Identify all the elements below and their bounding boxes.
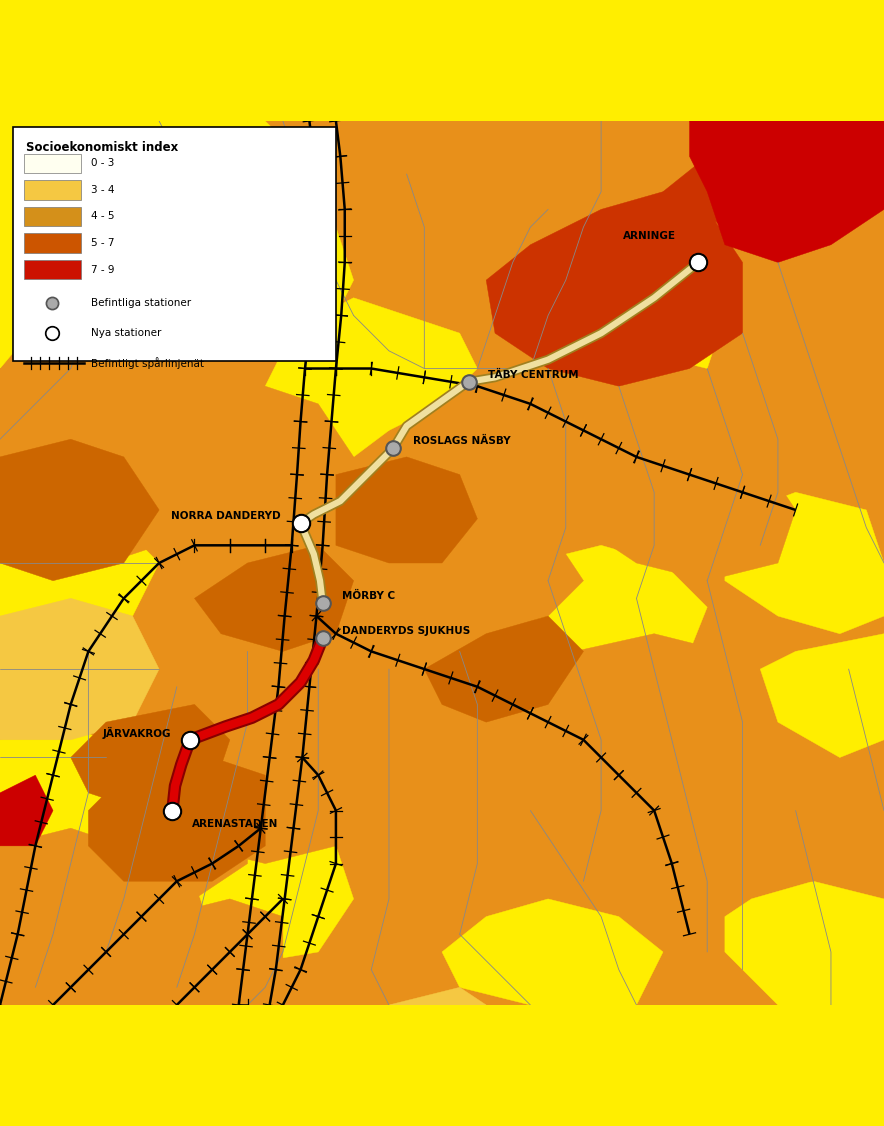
Text: ARNINGE: ARNINGE — [623, 231, 676, 241]
Polygon shape — [424, 616, 583, 722]
Polygon shape — [530, 545, 707, 669]
Polygon shape — [0, 722, 124, 864]
Polygon shape — [0, 598, 159, 740]
Bar — [24, 180, 81, 199]
Bar — [24, 233, 81, 252]
Polygon shape — [760, 634, 884, 758]
Polygon shape — [398, 705, 619, 864]
Bar — [24, 207, 81, 226]
Polygon shape — [177, 386, 354, 545]
Text: 4 - 5: 4 - 5 — [91, 212, 115, 222]
Polygon shape — [389, 988, 486, 1006]
Polygon shape — [530, 634, 760, 775]
Polygon shape — [636, 988, 760, 1006]
Polygon shape — [486, 191, 743, 386]
Text: ROSLAGS NÄSBY: ROSLAGS NÄSBY — [413, 436, 510, 446]
Text: TÄBY CENTRUM: TÄBY CENTRUM — [488, 369, 579, 379]
Polygon shape — [0, 439, 159, 581]
Polygon shape — [442, 899, 663, 1006]
Polygon shape — [88, 758, 265, 882]
Text: Nya stationer: Nya stationer — [91, 328, 162, 338]
Polygon shape — [194, 545, 354, 652]
Polygon shape — [0, 775, 53, 846]
Polygon shape — [248, 581, 424, 722]
Polygon shape — [371, 510, 583, 634]
Bar — [24, 154, 81, 173]
Bar — [24, 260, 81, 279]
Polygon shape — [0, 120, 884, 1006]
Polygon shape — [0, 351, 194, 563]
Polygon shape — [0, 829, 124, 951]
Polygon shape — [265, 297, 477, 439]
Text: Befintligt spårlinjenät: Befintligt spårlinjenät — [91, 357, 204, 369]
Polygon shape — [725, 882, 884, 1006]
Text: NORRA DANDERYD: NORRA DANDERYD — [171, 511, 281, 521]
Polygon shape — [124, 775, 248, 899]
Text: MÖRBY C: MÖRBY C — [342, 591, 395, 601]
Polygon shape — [336, 457, 477, 563]
Text: 3 - 4: 3 - 4 — [91, 185, 115, 195]
Polygon shape — [0, 510, 159, 634]
Text: 5 - 7: 5 - 7 — [91, 238, 115, 248]
Bar — [13, 127, 336, 361]
Polygon shape — [44, 227, 248, 315]
Polygon shape — [548, 297, 725, 368]
Polygon shape — [71, 705, 230, 811]
Polygon shape — [663, 120, 796, 227]
Polygon shape — [707, 758, 866, 882]
Polygon shape — [194, 829, 354, 960]
Text: JÄRVAKROG: JÄRVAKROG — [103, 726, 171, 739]
Text: 7 - 9: 7 - 9 — [91, 265, 115, 275]
Polygon shape — [583, 439, 796, 581]
Polygon shape — [690, 120, 884, 262]
Polygon shape — [221, 120, 354, 342]
Polygon shape — [177, 722, 371, 864]
Text: DANDERYDS SJUKHUS: DANDERYDS SJUKHUS — [342, 626, 470, 636]
Polygon shape — [106, 899, 283, 1006]
Text: Socioekonomiskt index: Socioekonomiskt index — [26, 142, 178, 154]
Text: ARENASTADEN: ARENASTADEN — [192, 819, 278, 829]
Text: 0 - 3: 0 - 3 — [91, 159, 114, 169]
Polygon shape — [0, 120, 265, 368]
Polygon shape — [725, 492, 884, 634]
Polygon shape — [265, 315, 389, 457]
Text: Befintliga stationer: Befintliga stationer — [91, 298, 191, 309]
